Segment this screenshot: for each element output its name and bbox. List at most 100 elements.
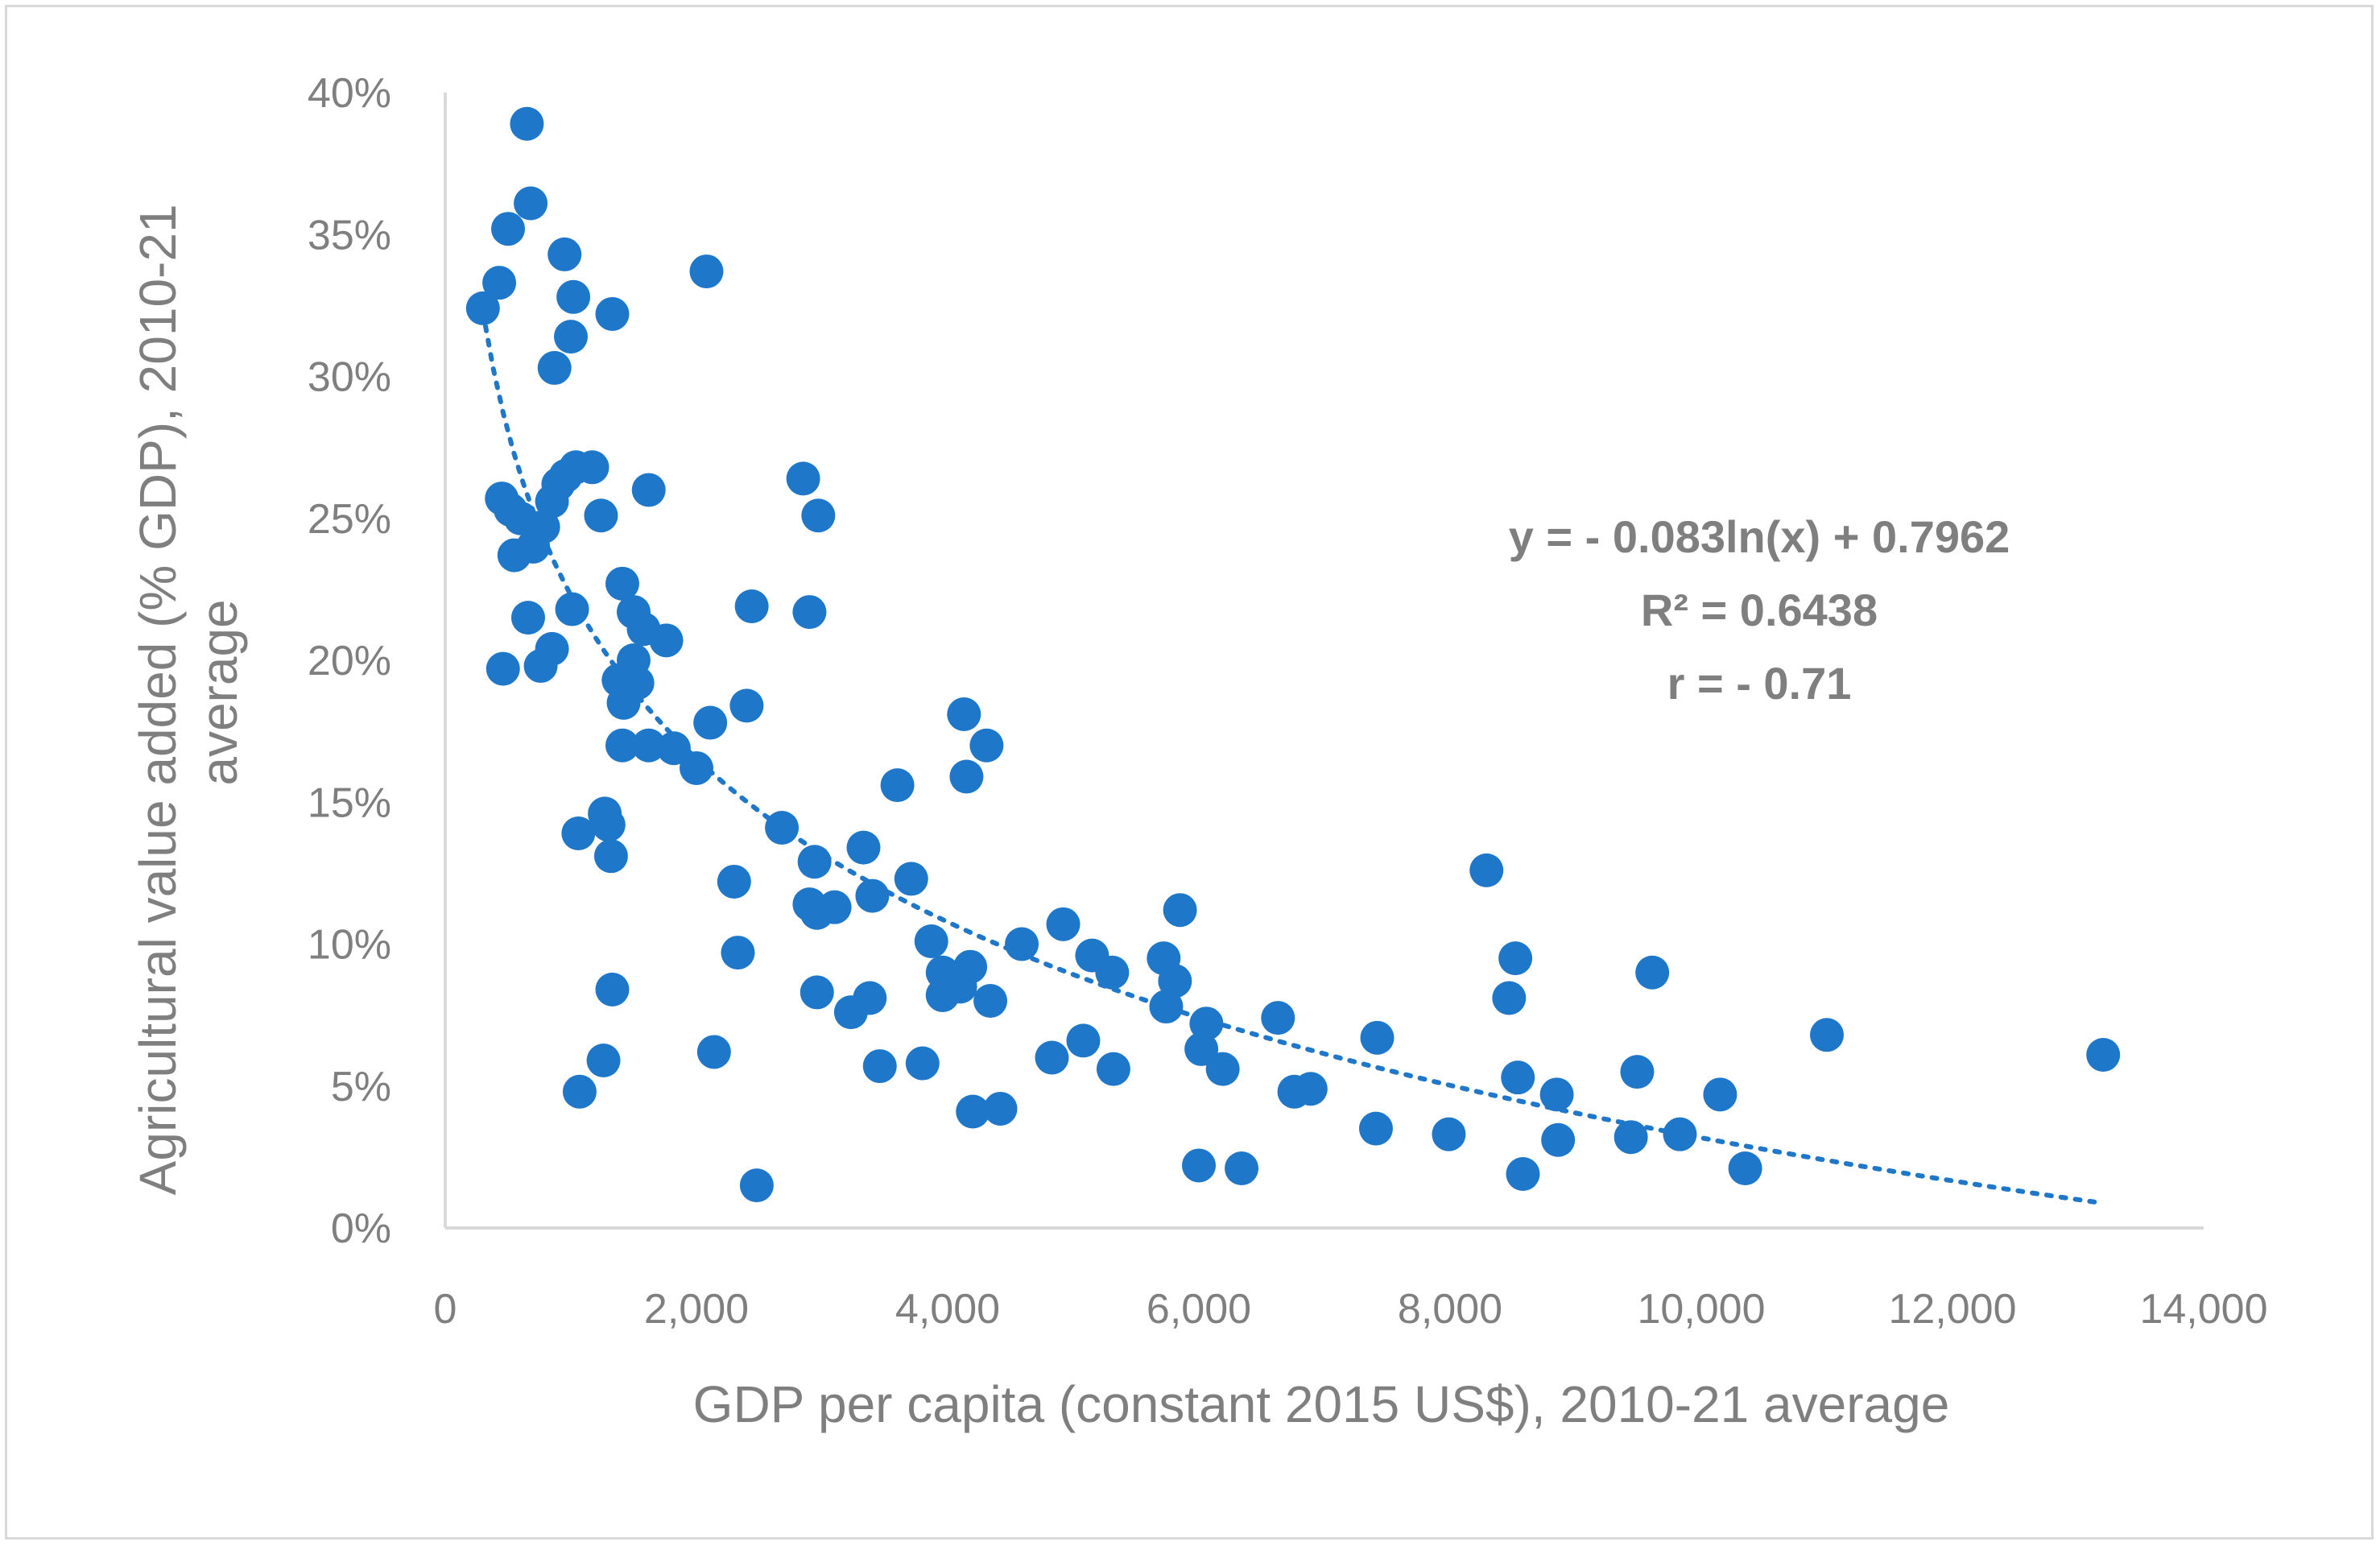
data-point <box>817 890 852 924</box>
data-point <box>526 510 560 544</box>
y-tick-label: 25% <box>308 496 391 543</box>
data-point <box>862 1049 897 1084</box>
data-point <box>606 685 641 720</box>
y-tick-label: 15% <box>308 779 391 826</box>
data-point <box>595 972 630 1007</box>
data-point <box>969 728 1004 763</box>
data-point <box>1358 1111 1393 1146</box>
data-point <box>953 949 988 984</box>
data-point <box>1225 1151 1259 1185</box>
data-point <box>562 1074 597 1109</box>
data-point <box>586 1044 621 1078</box>
y-axis-title: Agricultural value added (% GDP), 2010-2… <box>129 190 248 1196</box>
x-tick-label: 10,000 <box>1637 1286 1765 1333</box>
data-point <box>721 936 755 970</box>
correlation-line: r = - 0.71 <box>1667 658 1852 709</box>
x-tick-label: 8,000 <box>1398 1286 1502 1333</box>
data-point <box>1614 1120 1648 1155</box>
data-point <box>734 589 769 624</box>
data-point <box>591 808 626 842</box>
data-point <box>1469 853 1504 887</box>
data-point <box>947 697 981 731</box>
data-point <box>1506 1157 1540 1192</box>
data-point <box>1501 1060 1535 1095</box>
y-tick-label: 20% <box>308 638 391 684</box>
data-point <box>801 498 836 533</box>
data-point <box>465 291 500 325</box>
x-tick-label: 0 <box>434 1286 457 1333</box>
data-point <box>1046 907 1081 941</box>
data-point <box>1635 955 1670 990</box>
data-point <box>949 759 984 794</box>
data-point <box>1541 1122 1576 1157</box>
data-point <box>497 538 531 573</box>
y-axis-title-line-1: Agricultural value added (% GDP), 2010-2… <box>129 204 187 1195</box>
x-tick-label: 2,000 <box>644 1286 749 1333</box>
data-point <box>482 266 517 300</box>
data-point <box>595 296 630 331</box>
data-point <box>914 924 948 958</box>
data-point <box>894 862 928 896</box>
data-point <box>1149 990 1184 1024</box>
data-point <box>1810 1018 1844 1052</box>
data-point <box>1158 964 1192 998</box>
data-point <box>537 350 572 385</box>
data-point <box>1498 941 1533 976</box>
data-point <box>605 728 639 763</box>
data-point <box>1184 1031 1219 1066</box>
data-point <box>584 498 618 533</box>
y-tick-label: 0% <box>331 1205 391 1252</box>
data-point <box>2086 1037 2121 1072</box>
data-point <box>1539 1077 1574 1112</box>
x-tick-labels: 0 2,000 4,000 6,000 8,000 10,000 12,000 14,000 <box>434 1286 2268 1333</box>
data-point <box>1703 1077 1737 1112</box>
data-point <box>973 984 1008 1018</box>
data-point <box>1163 893 1197 928</box>
y-tick-label: 30% <box>308 354 391 401</box>
y-tick-label: 5% <box>331 1064 391 1110</box>
data-point <box>1432 1117 1466 1151</box>
data-point <box>561 816 596 851</box>
data-point <box>491 212 525 246</box>
data-point <box>983 1091 1018 1126</box>
data-point <box>1620 1055 1655 1089</box>
x-tick-label: 12,000 <box>1888 1286 2016 1333</box>
data-point <box>1492 981 1527 1015</box>
data-point <box>792 595 827 630</box>
data-point <box>535 631 569 666</box>
data-point <box>555 592 589 626</box>
data-point <box>547 237 582 271</box>
data-point <box>631 728 666 763</box>
y-tick-label: 40% <box>308 70 391 117</box>
data-point <box>786 461 820 496</box>
chart-frame <box>5 5 2374 1540</box>
data-point <box>797 845 832 879</box>
data-point <box>853 981 887 1015</box>
data-point <box>1728 1151 1762 1185</box>
data-point <box>956 1094 990 1129</box>
data-point <box>514 186 548 221</box>
data-point <box>739 1168 774 1203</box>
data-points <box>465 106 2121 1203</box>
data-point <box>1096 1052 1130 1086</box>
y-axis-title-line-2: average <box>190 599 248 785</box>
data-point <box>510 601 545 635</box>
trendline-equation: y = - 0.083ln(x) + 0.7962 R² = 0.6438 r … <box>1509 511 2010 709</box>
data-point <box>696 1035 731 1069</box>
data-point <box>510 106 544 141</box>
data-point <box>1095 955 1130 990</box>
data-point <box>1035 1040 1069 1075</box>
data-point <box>680 750 713 785</box>
log-trendline <box>480 309 2106 1206</box>
data-point <box>486 651 520 686</box>
y-tick-labels: 0% 5% 10% 15% 20% 25% 30% 35% 40% <box>308 70 391 1252</box>
data-point <box>631 473 666 507</box>
data-point <box>1189 1007 1224 1041</box>
data-point <box>880 768 915 803</box>
data-point <box>1066 1023 1101 1058</box>
data-point <box>656 731 691 766</box>
data-point <box>693 705 728 740</box>
data-point <box>605 566 639 601</box>
data-point <box>1293 1072 1328 1106</box>
data-point <box>575 450 609 485</box>
